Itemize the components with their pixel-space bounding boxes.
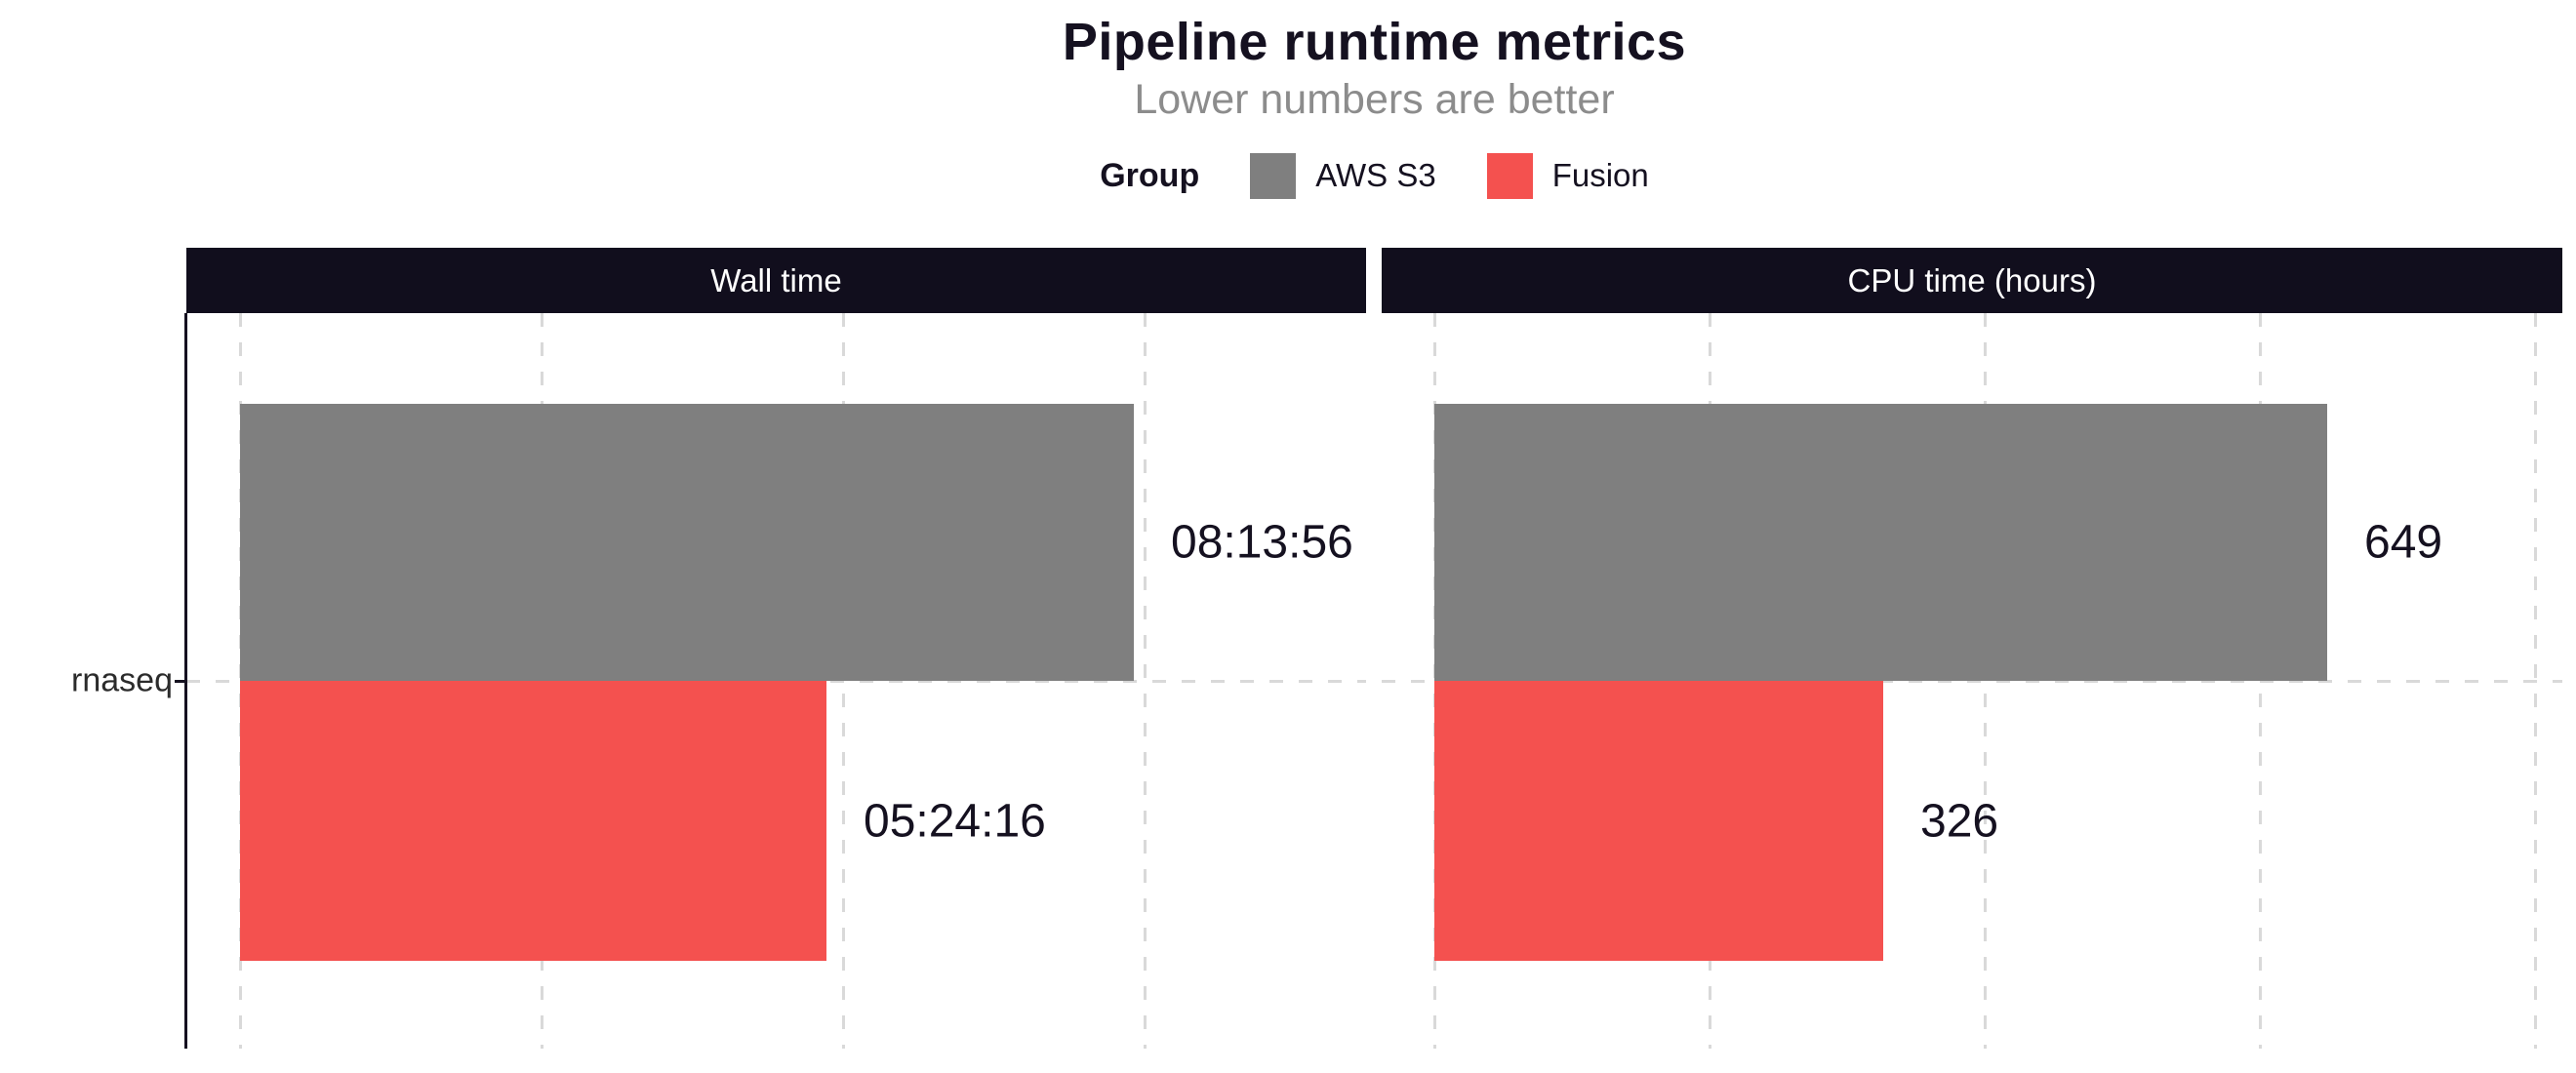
plot-area-cpu-time: 649 326 — [1382, 313, 2562, 1049]
legend-key-fusion: Fusion — [1486, 152, 1649, 199]
facet-strip-label: CPU time (hours) — [1847, 261, 2097, 298]
facet-panel-cpu-time: CPU time (hours) 649 326 — [1382, 248, 2562, 1049]
legend-swatch-aws-s3 — [1250, 152, 1297, 199]
chart-subtitle: Lower numbers are better — [1134, 76, 1615, 123]
facet-strip-label: Wall time — [710, 261, 842, 298]
facet-panel-wall-time: Wall time 08:13:56 05:24:16 — [186, 248, 1366, 1049]
plot-area-wall-time: 08:13:56 05:24:16 — [186, 313, 1366, 1049]
legend-label-aws-s3: AWS S3 — [1315, 157, 1436, 193]
legend-title: Group — [1100, 156, 1200, 194]
bar-aws-s3 — [240, 404, 1134, 681]
y-gridline — [1382, 680, 2562, 683]
y-axis-label-rnaseq: rnaseq — [71, 661, 173, 699]
legend-label-fusion: Fusion — [1551, 157, 1649, 193]
bar-aws-s3 — [1434, 404, 2327, 681]
legend-swatch-fusion — [1486, 152, 1533, 199]
bar-value-label: 649 — [2364, 516, 2443, 569]
y-axis-tick — [175, 680, 184, 683]
legend-key-aws-s3: AWS S3 — [1250, 152, 1436, 199]
bar-fusion — [1434, 681, 1883, 961]
facet-strip-cpu-time: CPU time (hours) — [1382, 248, 2562, 313]
y-axis-line — [184, 313, 187, 1049]
bar-fusion — [240, 681, 826, 961]
bar-value-label: 05:24:16 — [864, 795, 1046, 847]
chart-title: Pipeline runtime metrics — [1062, 13, 1687, 71]
bar-value-label: 08:13:56 — [1171, 516, 1353, 569]
facet-strip-wall-time: Wall time — [186, 248, 1366, 313]
legend: Group AWS S3 Fusion — [186, 148, 2562, 203]
bar-value-label: 326 — [1920, 795, 1999, 847]
